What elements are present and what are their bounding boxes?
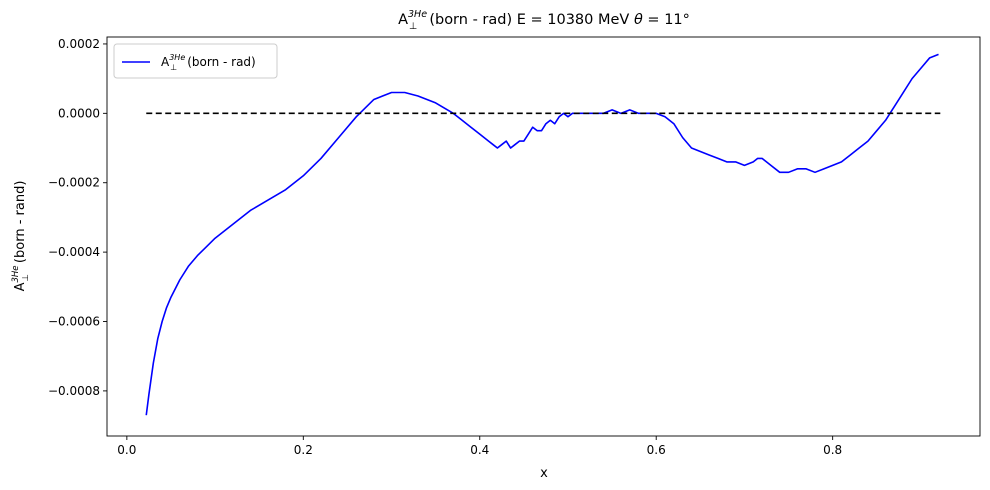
legend-box bbox=[113, 43, 278, 79]
x-tick-label: 0.8 bbox=[823, 443, 842, 457]
x-axis-ticks: 0.0 0.2 0.4 0.6 0.8 bbox=[117, 436, 842, 457]
chart-title-main: A bbox=[398, 12, 408, 28]
chart-title-sub: ⊥ bbox=[409, 21, 417, 32]
chart-title-theta: θ bbox=[634, 12, 643, 28]
y-tick-label: −0.0004 bbox=[48, 245, 100, 259]
plot-area-frame bbox=[106, 36, 981, 437]
legend-entry-0: A3He ⊥ (born - rad) bbox=[161, 53, 256, 72]
y-tick-label: 0.0002 bbox=[58, 37, 100, 51]
x-tick-label: 0.4 bbox=[470, 443, 489, 457]
y-axis-label-main: A bbox=[13, 282, 28, 291]
chart-title-sup: 3He bbox=[408, 9, 427, 20]
legend-entry-rest: (born - rad) bbox=[187, 55, 256, 69]
y-axis-label: A3He⊥ (born - rand) bbox=[11, 181, 31, 292]
y-tick-label: −0.0002 bbox=[48, 176, 100, 190]
x-tick-label: 0.6 bbox=[647, 443, 666, 457]
legend-entry-main: A bbox=[161, 55, 170, 69]
legend-entry-sup: 3He bbox=[169, 53, 185, 62]
plot-lines bbox=[145, 53, 941, 416]
y-axis-label-sup: 3He bbox=[11, 265, 21, 282]
y-tick-label: −0.0008 bbox=[48, 384, 100, 398]
y-tick-label: −0.0006 bbox=[48, 315, 100, 329]
x-tick-label: 0.0 bbox=[117, 443, 136, 457]
series-line-0 bbox=[145, 53, 939, 416]
chart-title-rest: (born - rad) E = 10380 MeV bbox=[429, 12, 634, 28]
chart-title-angle: = 11° bbox=[643, 12, 690, 28]
chart-title: A3He ⊥ (born - rad) E = 10380 MeV θ = 11° bbox=[398, 9, 690, 32]
y-tick-label: 0.0000 bbox=[58, 106, 100, 120]
x-tick-label: 0.2 bbox=[294, 443, 313, 457]
legend: A3He ⊥ (born - rad) bbox=[113, 43, 278, 79]
y-axis-ticks: −0.0008 −0.0006 −0.0004 −0.0002 0.0000 0.0002 bbox=[48, 37, 107, 398]
y-axis-label-rest: (born - rand) bbox=[13, 181, 28, 263]
x-axis-label: x bbox=[540, 466, 548, 481]
y-axis-label-sub: ⊥ bbox=[21, 274, 31, 281]
legend-entry-sub: ⊥ bbox=[170, 63, 177, 72]
